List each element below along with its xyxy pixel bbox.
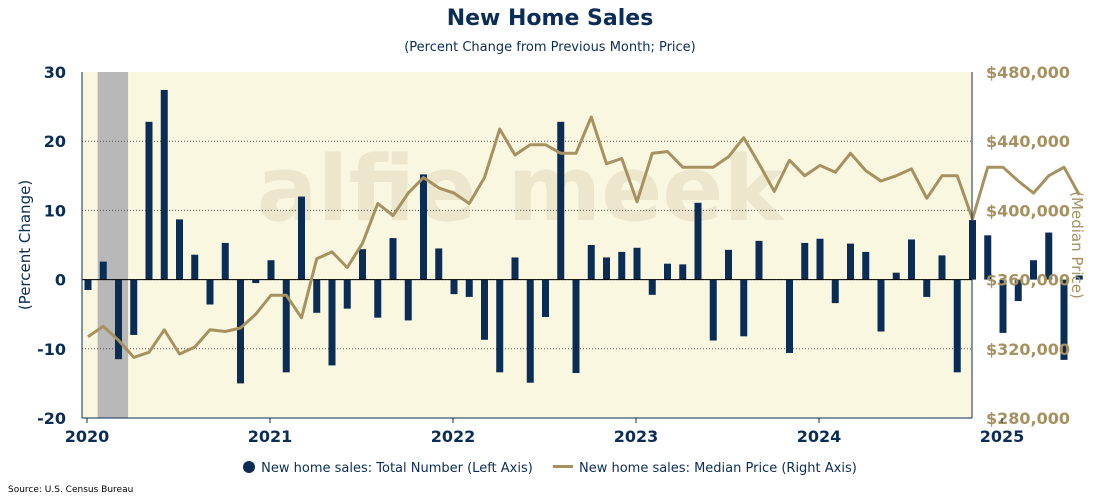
sales-bar xyxy=(420,174,427,280)
sales-bar xyxy=(191,254,199,280)
sales-bar xyxy=(984,235,992,280)
watermark: alfie meek xyxy=(257,137,786,242)
chart-subtitle: (Percent Change from Previous Month; Pri… xyxy=(404,40,696,55)
recession-shading xyxy=(97,72,129,418)
sales-bar xyxy=(160,89,168,280)
sales-bar xyxy=(923,279,931,297)
sales-bar xyxy=(877,279,885,332)
sales-bar xyxy=(816,238,824,280)
left-tick-label: 0 xyxy=(55,271,66,290)
right-tick-label: $440,000 xyxy=(986,132,1070,151)
chart-area: alfie meek 30 20 10 0 -10 -20 $480,000 $440,00… xyxy=(16,63,1086,446)
sales-bar xyxy=(999,279,1007,333)
sales-bar xyxy=(603,257,610,280)
legend: New home sales: Total Number (Left Axis)… xyxy=(0,461,1100,476)
sales-bar xyxy=(252,279,260,284)
sales-bar xyxy=(84,279,92,290)
sales-bar xyxy=(176,219,183,280)
sales-bar xyxy=(587,245,595,280)
legend-bars-label: New home sales: Total Number (Left Axis) xyxy=(261,461,533,476)
sales-bar xyxy=(1030,260,1037,280)
sales-bar xyxy=(664,263,671,280)
sales-bar xyxy=(892,272,900,280)
svg-text:alfie meek: alfie meek xyxy=(257,137,786,242)
left-tick-label: -20 xyxy=(37,409,66,428)
sales-bar xyxy=(496,279,504,373)
right-axis-label: (Median Price) xyxy=(1068,191,1086,299)
sales-bar xyxy=(648,279,656,295)
right-tick-label: $280,000 xyxy=(986,409,1070,428)
x-tick-label: 2023 xyxy=(614,427,659,446)
sales-bar xyxy=(526,279,534,383)
sales-bar xyxy=(99,261,107,280)
sales-bar xyxy=(237,279,244,384)
left-tick-label: 20 xyxy=(44,132,66,151)
sales-bar xyxy=(481,279,488,340)
sales-bar xyxy=(389,238,397,280)
chart-title: New Home Sales xyxy=(446,6,654,31)
sales-bar xyxy=(450,279,458,295)
legend-line-label: New home sales: Median Price (Right Axis… xyxy=(578,461,857,476)
sales-bar xyxy=(557,121,565,280)
sales-bar xyxy=(511,257,519,280)
sales-bar xyxy=(740,279,748,337)
sales-bar xyxy=(618,251,626,280)
sales-bar xyxy=(1060,279,1068,360)
sales-bar xyxy=(374,279,382,318)
sales-bar xyxy=(130,279,138,335)
sales-bar xyxy=(206,279,214,305)
right-tick-label: $400,000 xyxy=(986,201,1070,220)
median-price-line xyxy=(87,115,1081,359)
legend-item-line: New home sales: Median Price (Right Axis… xyxy=(552,461,857,476)
sales-bar xyxy=(786,279,793,353)
left-tick-label: 10 xyxy=(44,201,66,220)
sales-bar xyxy=(679,264,687,280)
sales-bar xyxy=(298,196,305,280)
sales-bar xyxy=(359,249,366,280)
sales-bar xyxy=(313,279,321,313)
legend-line-swatch xyxy=(552,465,573,468)
sales-bar xyxy=(542,279,549,317)
left-axis-label: (Percent Change) xyxy=(16,180,34,310)
sales-bar xyxy=(847,243,854,280)
x-tick-label: 2022 xyxy=(431,427,476,446)
sales-bar xyxy=(404,279,412,321)
sales-bar xyxy=(801,242,809,280)
sales-bar xyxy=(953,279,961,373)
sales-bar xyxy=(725,249,732,280)
source-note: Source: U.S. Census Bureau xyxy=(8,485,134,495)
sales-bar xyxy=(267,260,275,280)
sales-bar xyxy=(221,242,229,280)
sales-bar xyxy=(435,248,443,280)
sales-bar xyxy=(343,279,351,309)
x-tick-label: 2020 xyxy=(65,427,110,446)
sales-bar xyxy=(908,239,915,280)
sales-bar xyxy=(694,202,702,280)
sales-bar xyxy=(282,279,290,373)
sales-bar xyxy=(145,121,153,280)
sales-bar xyxy=(115,279,122,360)
sales-bar xyxy=(1045,232,1053,280)
sales-bar xyxy=(1014,279,1022,302)
sales-bar xyxy=(328,279,336,366)
sales-bar xyxy=(465,279,473,297)
right-tick-label: $320,000 xyxy=(986,340,1070,359)
sales-bar xyxy=(1075,275,1083,280)
sales-bar xyxy=(755,240,763,280)
left-tick-label: -10 xyxy=(37,340,66,359)
x-tick-label: 2025 xyxy=(980,427,1025,446)
sales-bar xyxy=(862,251,870,280)
right-tick-label: $480,000 xyxy=(986,63,1070,82)
x-tick-label: 2021 xyxy=(248,427,293,446)
sales-bar xyxy=(938,255,946,280)
sales-bar xyxy=(831,279,839,304)
sales-bar xyxy=(633,247,641,280)
legend-item-bars: New home sales: Total Number (Left Axis) xyxy=(243,461,533,476)
legend-bar-swatch xyxy=(243,461,256,473)
sales-bar xyxy=(709,279,717,341)
sales-bar xyxy=(572,279,580,374)
right-tick-label: $360,000 xyxy=(986,271,1070,290)
x-tick-label: 2024 xyxy=(797,427,842,446)
left-tick-label: 30 xyxy=(44,63,66,82)
